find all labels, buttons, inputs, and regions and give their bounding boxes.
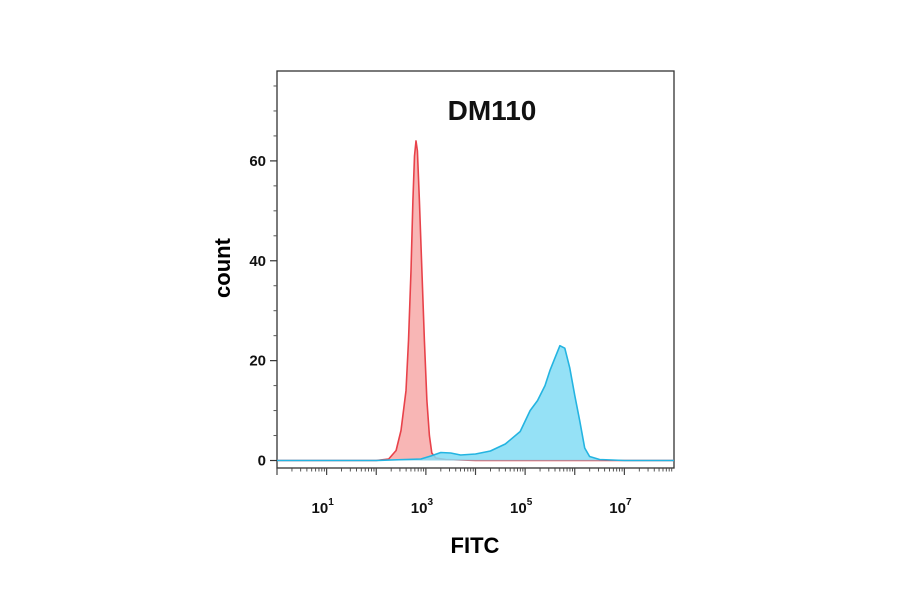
x-tick-label: 107 — [609, 497, 632, 517]
x-tick-label: 105 — [510, 497, 533, 517]
y-tick-label: 40 — [249, 253, 266, 270]
x-tick-label: 101 — [312, 497, 335, 517]
y-axis-title: count — [210, 237, 235, 298]
y-tick-label: 20 — [249, 353, 266, 370]
x-tick-exponent: 1 — [328, 497, 334, 508]
plot-frame — [276, 70, 675, 469]
x-tick-exponent: 3 — [427, 497, 433, 508]
series-2-area — [277, 345, 674, 461]
y-tick-label: 60 — [249, 153, 266, 170]
x-axis-title: FITC — [451, 533, 500, 558]
plot-title: DM110 — [448, 95, 537, 126]
y-tick-label: 0 — [258, 453, 266, 470]
x-tick-exponent: 7 — [626, 497, 632, 508]
x-tick-exponent: 5 — [527, 497, 533, 508]
x-tick-label: 103 — [411, 497, 434, 517]
series-2-line — [277, 344, 674, 462]
